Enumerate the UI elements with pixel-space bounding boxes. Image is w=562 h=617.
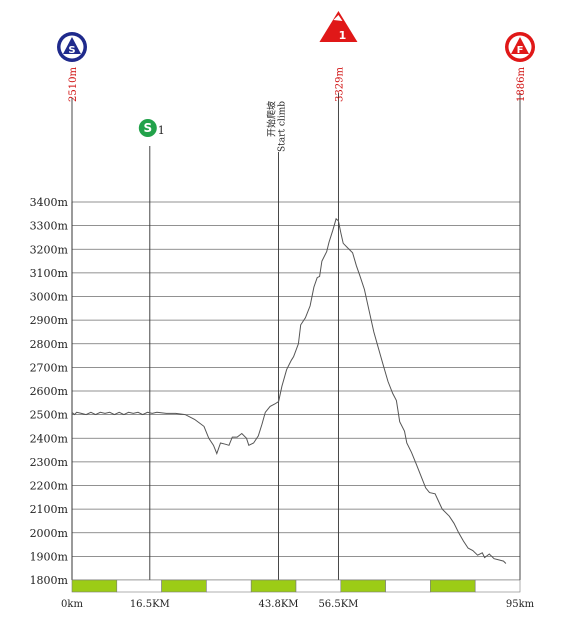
- climb-start-label-en: Start climb: [278, 101, 288, 152]
- y-axis-ticks: 1800m 1900m 2000m 2100m 2200m 2300m 2400m 2500m…: [30, 196, 69, 587]
- y-tick-label: 2300m: [30, 456, 69, 469]
- bar-segment: [116, 579, 162, 593]
- y-tick-label: 1800m: [30, 574, 69, 587]
- start-icon-letter: S: [68, 45, 75, 56]
- sprint-number: 1: [158, 124, 165, 137]
- bar-segment: [430, 579, 476, 593]
- y-tick-label: 3000m: [30, 291, 69, 304]
- distance-bar: [71, 579, 521, 593]
- bar-segment: [250, 579, 297, 593]
- bar-segment: [474, 579, 521, 593]
- y-tick-label: 3400m: [30, 196, 69, 209]
- start-icon-triangle: [63, 37, 81, 54]
- sprint-icon: [138, 119, 157, 137]
- start-altitude-label: 2510m: [68, 66, 79, 101]
- x-axis-ticks: 0km 16.5KM 43.8KM 56.5KM 95km: [61, 599, 535, 610]
- y-tick-label: 2600m: [30, 385, 69, 398]
- summit-altitude-label: 3329m: [334, 66, 345, 101]
- bar-segment: [295, 579, 342, 593]
- x-tick-label: 43.8KM: [259, 599, 299, 610]
- grid: [71, 201, 520, 581]
- bar-segment: [71, 579, 118, 593]
- y-tick-label: 2100m: [30, 503, 69, 516]
- x-tick-label: 0km: [61, 599, 83, 610]
- x-tick-label: 56.5KM: [318, 599, 358, 610]
- finish-icon-letter: F: [517, 45, 524, 56]
- sprint-icon-letter: S: [143, 121, 152, 135]
- y-tick-label: 2000m: [30, 527, 69, 540]
- summit-icon-number: 1: [339, 29, 347, 42]
- bar-segment: [340, 579, 386, 593]
- marker-lines: [71, 93, 521, 580]
- y-tick-label: 2200m: [30, 480, 69, 493]
- y-tick-label: 2500m: [30, 409, 69, 422]
- finish-altitude-label: 1886m: [516, 66, 527, 101]
- y-tick-label: 2900m: [30, 314, 69, 327]
- x-tick-label: 95km: [506, 599, 535, 610]
- y-tick-label: 3200m: [30, 243, 69, 256]
- summit-icon: [319, 11, 358, 42]
- bar-segment: [206, 579, 252, 593]
- elevation-profile: [71, 217, 507, 564]
- x-tick-label: 16.5KM: [130, 599, 170, 610]
- y-tick-label: 2800m: [30, 338, 69, 351]
- climb-start-label-cn: 开始爬坡: [266, 101, 278, 137]
- y-tick-label: 3300m: [30, 220, 69, 233]
- y-tick-label: 3100m: [30, 267, 69, 280]
- y-tick-label: 1900m: [30, 550, 69, 563]
- summit-icon-snow: [333, 15, 343, 21]
- bar-segment: [161, 579, 207, 593]
- elevation-line: [71, 217, 507, 564]
- y-tick-label: 2700m: [30, 361, 69, 374]
- y-tick-label: 2400m: [30, 432, 69, 445]
- finish-icon-triangle: [511, 37, 529, 54]
- bar-segment: [385, 579, 431, 593]
